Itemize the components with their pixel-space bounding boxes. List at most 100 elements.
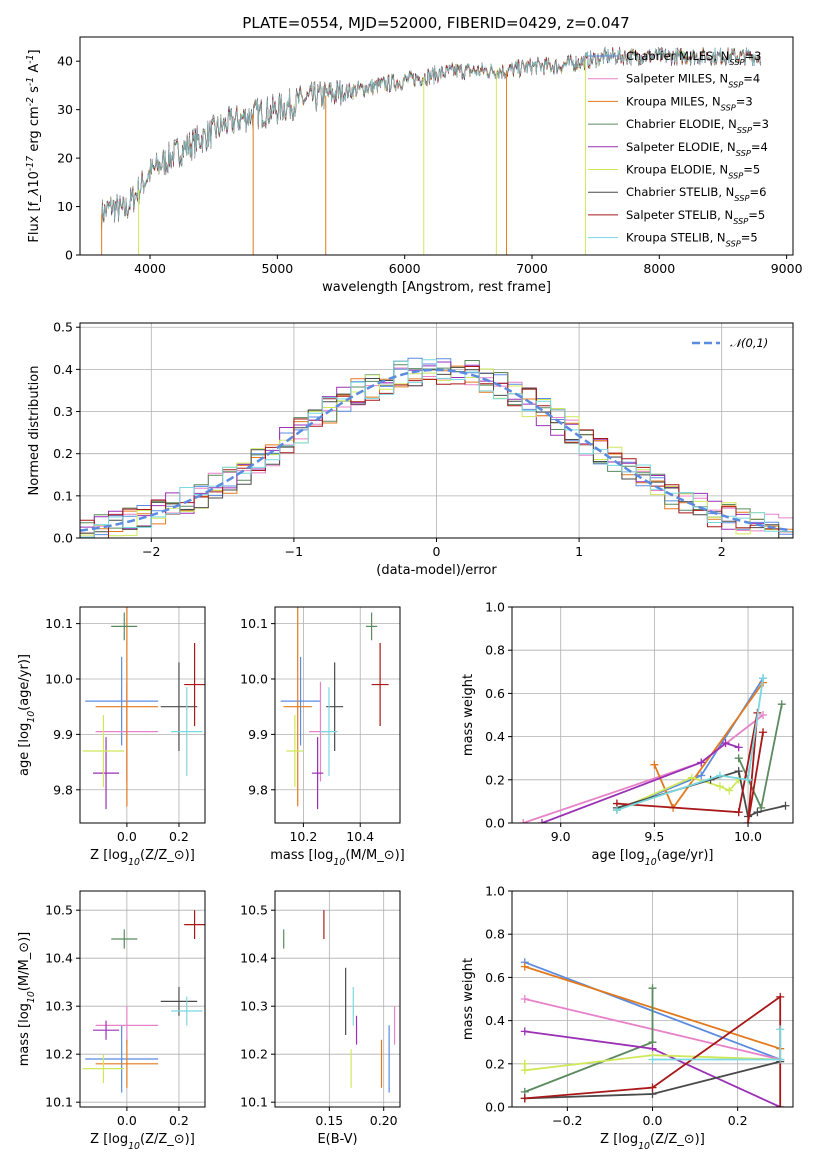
weight-marker: [725, 786, 734, 795]
legend-label: Kroupa ELODIE, NSSP=5: [626, 163, 760, 181]
x-tick-label: 9.5: [644, 829, 664, 844]
x-axis-label: (data-model)/error: [376, 563, 497, 578]
y-tick-label: 10.0: [45, 672, 73, 687]
x-axis-label: wavelength [Angstrom, rest frame]: [322, 280, 551, 295]
weight-marker: [734, 743, 743, 752]
plot-area-z_vs_massweight: [520, 958, 785, 1107]
y-tick-label: 0.0: [485, 816, 505, 831]
x-axis-label: E(B-V): [317, 1132, 357, 1147]
y-tick-label: 10.1: [45, 616, 73, 631]
weight-marker: [759, 728, 768, 737]
y-tick-label: 10.0: [240, 672, 268, 687]
errorbar-point: [95, 1006, 159, 1045]
normal-curve: [80, 368, 791, 532]
y-tick-label: 0.0: [485, 1100, 505, 1115]
y-tick-label: 9.8: [248, 782, 268, 797]
x-tick-label: −2: [142, 544, 160, 559]
weight-marker: [776, 1103, 785, 1107]
axes-z_vs_mass: 0.0 0.2 10.1 10.2 10.3 10.4 10.5 Z [log10(Z/Z_⊙…: [17, 890, 206, 1152]
plot-area-residuals: [80, 357, 793, 538]
weight-marker: [734, 754, 743, 763]
x-tick-label: 2: [718, 544, 726, 559]
x-axis-label: Z [log10(Z/Z_⊙)]: [90, 1132, 195, 1152]
y-tick-label: 10: [57, 199, 73, 214]
errorbar-point: [95, 1039, 159, 1088]
y-tick-label: 40: [57, 54, 73, 69]
errorbar-point: [320, 687, 338, 776]
weight-marker: [520, 995, 529, 1003]
axes-frame: [79, 36, 794, 256]
legend-label: Salpeter MILES, NSSP=4: [626, 72, 760, 90]
y-tick-label: 20: [57, 151, 73, 166]
errorbar-point: [160, 662, 198, 751]
x-tick-label: 10.0: [734, 829, 762, 844]
x-tick-label: −1: [285, 544, 303, 559]
x-tick-label: 0.2: [728, 1113, 748, 1128]
errorbar-point: [93, 737, 120, 810]
y-tick-label: 0.8: [485, 927, 505, 942]
weight-marker: [520, 962, 529, 971]
errorbar-point: [184, 910, 205, 939]
axes-frame: [79, 890, 206, 1108]
weight-line-7: [616, 712, 764, 823]
axes-residuals: −2 −1 0 1 2 0.0 0.1 0.2 0.3 0.4 0.5 (data-model)/er…: [27, 320, 794, 578]
errorbar-point: [371, 643, 389, 727]
y-tick-label: 10.3: [240, 999, 268, 1014]
errorbar-point: [111, 612, 138, 641]
y-tick-label: 1.0: [485, 600, 505, 615]
errorbar-point: [171, 996, 203, 1026]
weight-marker: [715, 771, 724, 780]
y-tick-label: 9.8: [53, 782, 73, 797]
weight-marker: [520, 1066, 529, 1075]
weight-marker: [734, 808, 743, 817]
y-tick-label: 0.3: [53, 404, 73, 419]
x-tick-label: 0.2: [169, 1113, 189, 1128]
y-tick-label: 10.1: [240, 616, 268, 631]
x-tick-label: 0: [433, 544, 441, 559]
plot-area-z_vs_age: [82, 607, 205, 810]
y-tick-label: 0.8: [485, 643, 505, 658]
y-tick-label: 9.9: [53, 727, 73, 742]
errorbar-point: [82, 715, 125, 787]
y-tick-label: 10.3: [45, 999, 73, 1014]
x-tick-label: 9000: [771, 261, 803, 276]
legend-label: Salpeter ELODIE, NSSP=4: [626, 140, 768, 158]
weight-marker: [759, 711, 768, 719]
weight-marker: [744, 775, 753, 784]
y-tick-label: 10.5: [45, 903, 73, 918]
x-tick-label: 0.20: [370, 1113, 398, 1128]
weight-marker: [776, 1055, 785, 1064]
weight-marker: [776, 992, 785, 1001]
legend-label: 𝒩(0,1): [730, 336, 768, 350]
errorbar-point: [95, 607, 159, 807]
y-axis-label: age [log10(age/yr)]: [17, 654, 37, 776]
errorbar-point: [286, 715, 304, 787]
weight-line-3: [737, 704, 783, 811]
y-tick-label: 0.6: [485, 686, 505, 701]
weight-marker: [520, 1094, 529, 1103]
errorbar-point: [82, 1054, 125, 1083]
y-tick-label: 30: [57, 102, 73, 117]
axes-ebv_vs_mass: 0.15 0.20 10.1 10.2 10.3 10.4 10.5 E(B-V): [240, 890, 401, 1147]
x-tick-label: 0.15: [315, 1113, 343, 1128]
y-axis-label: mass [log10(M/M_⊙)]: [17, 932, 37, 1067]
weight-marker: [687, 773, 696, 782]
weight-line-4: [541, 742, 739, 823]
y-tick-label: 10.2: [240, 1047, 268, 1062]
x-tick-label: 0.2: [169, 829, 189, 844]
y-tick-label: 0.5: [53, 320, 73, 335]
weight-line-0: [616, 677, 764, 811]
axes-frame: [79, 606, 206, 824]
axes-z_vs_massweight: −0.2 0.0 0.2 0.0 0.2 0.4 0.6 0.8 1.0 Z [log10(Z/Z…: [461, 884, 794, 1152]
y-axis-label: mass weight: [461, 958, 476, 1040]
errorbar-point: [171, 687, 203, 776]
y-tick-label: 0.2: [53, 446, 73, 461]
x-tick-label: 5000: [261, 261, 293, 276]
weight-marker: [781, 801, 790, 810]
x-axis-label: Z [log10(Z/Z_⊙)]: [90, 848, 195, 868]
plot-area-mass_vs_age: [280, 607, 389, 810]
x-tick-label: 0.0: [117, 829, 137, 844]
y-tick-label: 10.1: [45, 1095, 73, 1110]
x-axis-label: Z [log10(Z/Z_⊙)]: [600, 1132, 705, 1152]
